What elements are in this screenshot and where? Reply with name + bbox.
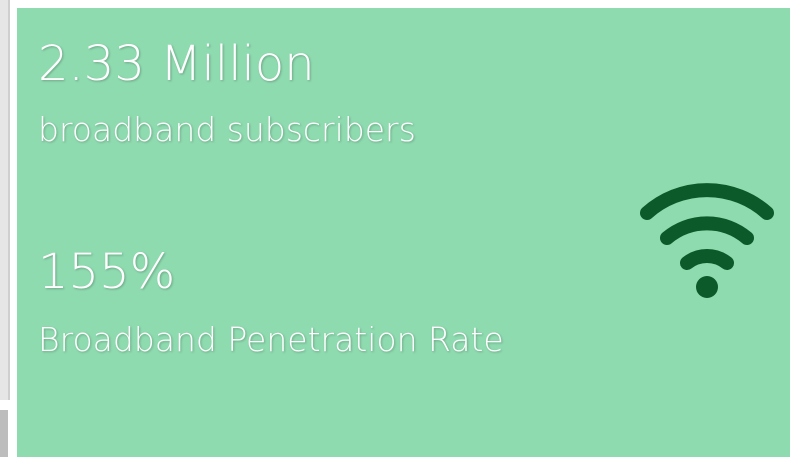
stat-value: 155%: [38, 244, 176, 300]
wifi-arc: [680, 248, 734, 270]
stat-card: 2.33 Million broadband subscribers 155% …: [17, 8, 790, 457]
wifi-icon: [640, 183, 774, 298]
stat-value: 2.33 Million: [38, 36, 315, 92]
wifi-arc: [660, 216, 754, 245]
wifi-dot: [696, 276, 718, 298]
stat-label: Broadband Penetration Rate: [38, 320, 504, 359]
wifi-arc: [640, 183, 774, 220]
left-edge: [0, 410, 8, 457]
left-edge: [0, 0, 10, 400]
stat-label: broadband subscribers: [38, 110, 416, 149]
